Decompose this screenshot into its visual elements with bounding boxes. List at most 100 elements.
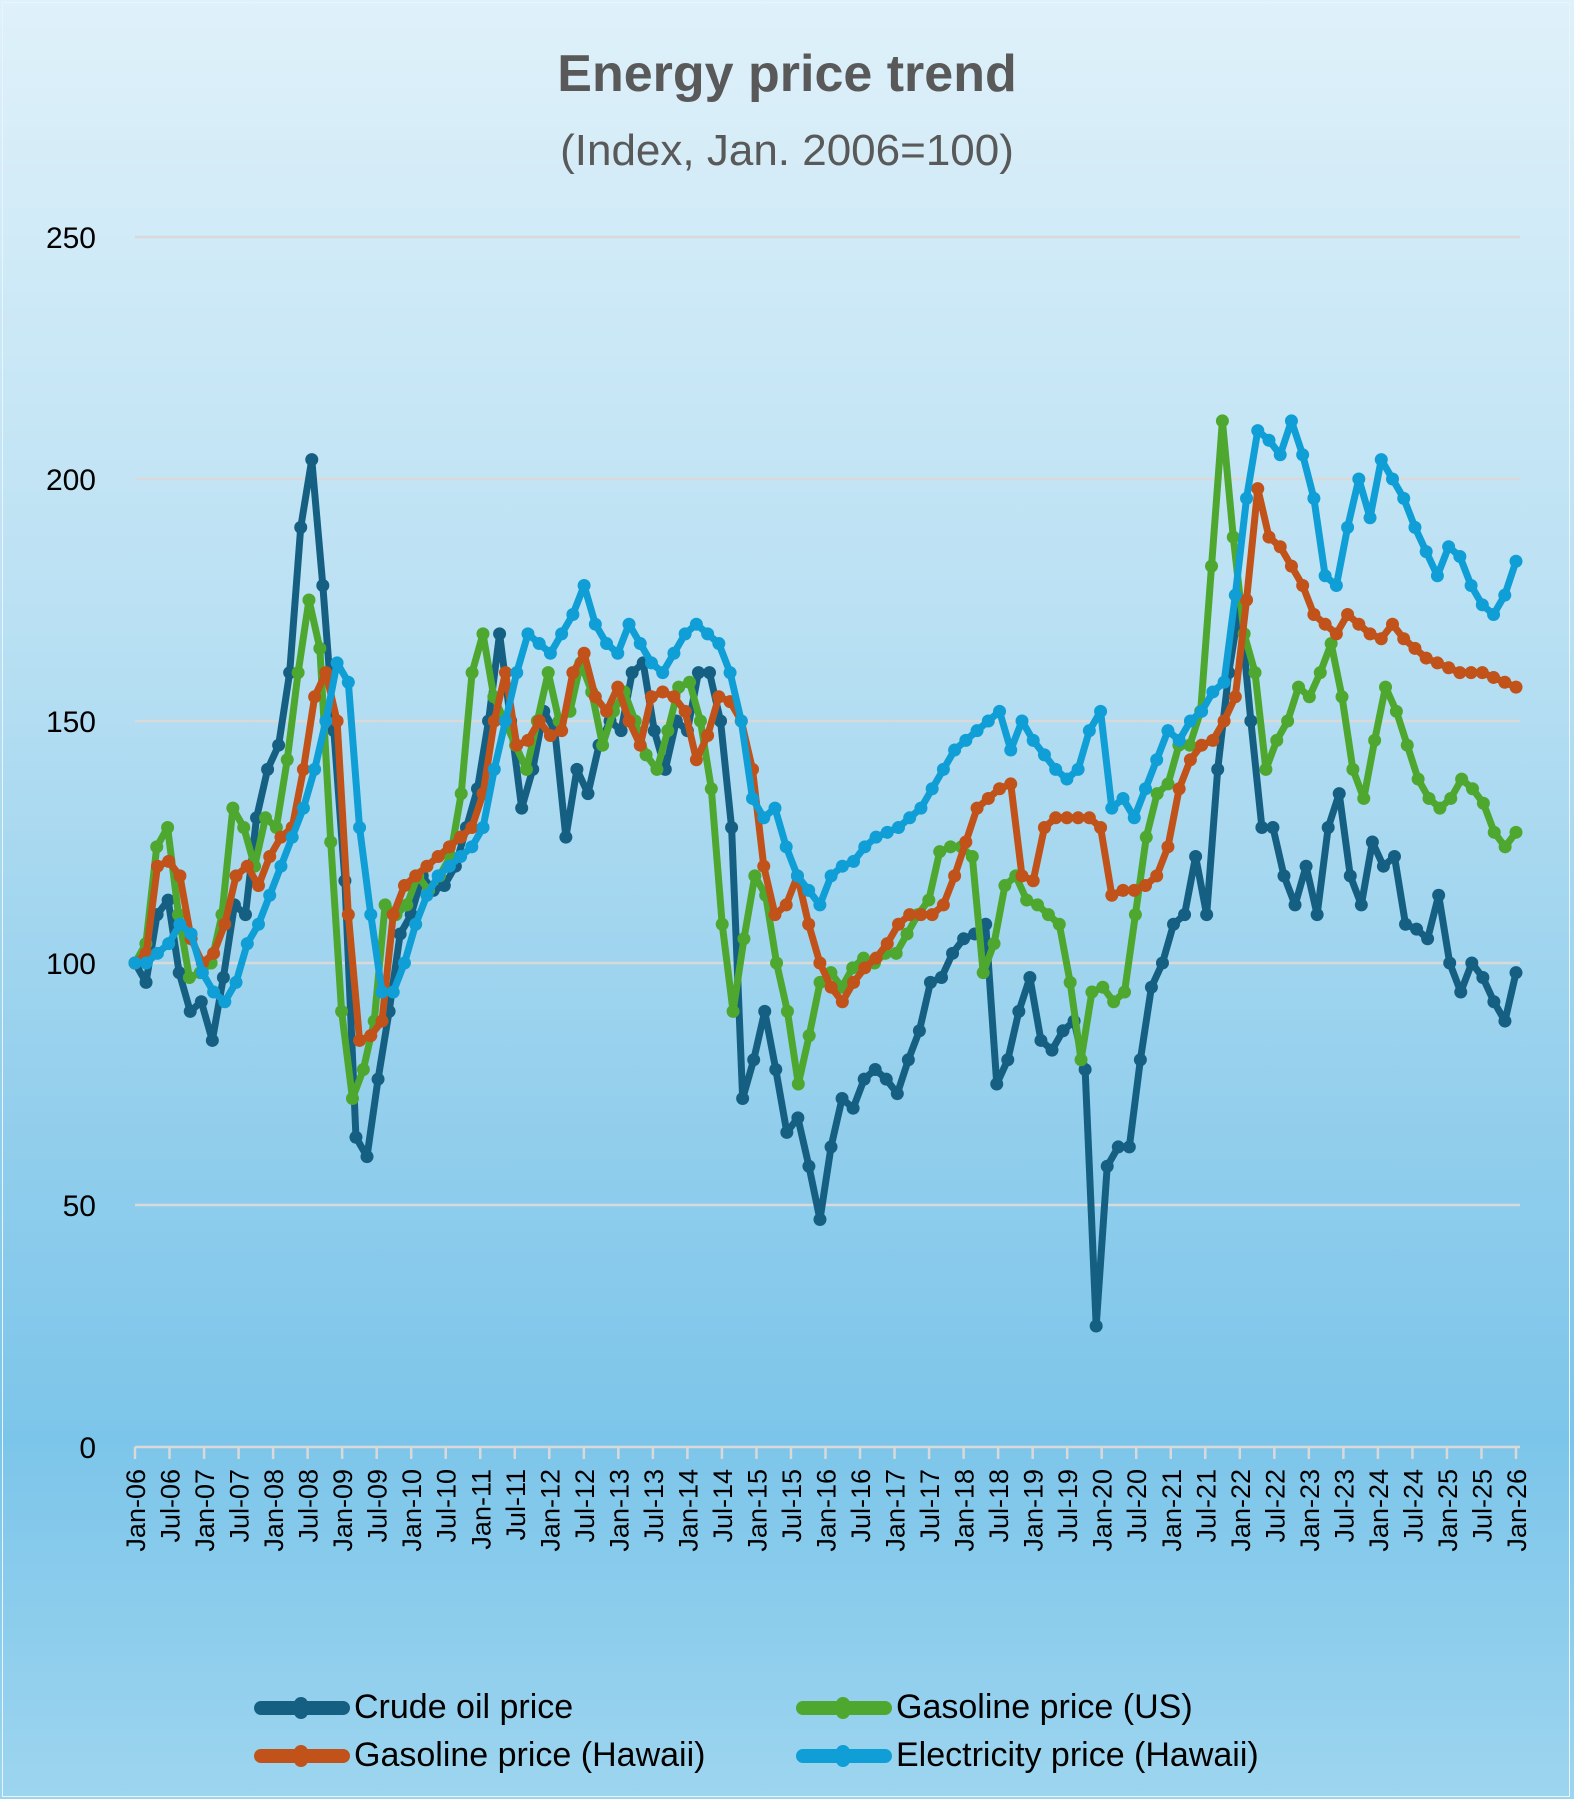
data-point bbox=[1430, 569, 1444, 583]
data-point bbox=[1464, 666, 1478, 680]
data-point bbox=[543, 646, 557, 660]
data-point bbox=[1498, 588, 1512, 602]
data-point bbox=[431, 850, 445, 864]
data-point bbox=[1270, 733, 1284, 747]
data-point bbox=[1161, 840, 1175, 854]
data-point bbox=[1476, 971, 1490, 985]
data-point bbox=[1432, 888, 1446, 902]
data-point bbox=[1509, 825, 1523, 839]
data-point bbox=[205, 1033, 219, 1047]
data-point bbox=[442, 840, 456, 854]
data-point bbox=[869, 830, 883, 844]
x-tick-label: Jul-23 bbox=[1329, 1469, 1359, 1543]
data-point bbox=[1127, 811, 1141, 825]
data-point bbox=[386, 908, 400, 922]
data-point bbox=[570, 762, 584, 776]
data-point bbox=[139, 975, 153, 989]
data-point bbox=[1094, 704, 1108, 718]
data-point bbox=[465, 820, 479, 834]
data-point bbox=[672, 680, 686, 694]
data-point bbox=[1049, 811, 1063, 825]
data-point bbox=[541, 666, 555, 680]
data-point bbox=[364, 908, 378, 922]
data-point bbox=[353, 1033, 367, 1047]
data-point bbox=[1127, 883, 1141, 897]
chart-subtitle: (Index, Jan. 2006=100) bbox=[560, 126, 1014, 175]
data-point bbox=[1026, 874, 1040, 888]
series-line bbox=[131, 417, 1520, 1006]
data-point bbox=[639, 748, 653, 762]
legend-item-gasoline-us: Gasoline price (US) bbox=[796, 1688, 1193, 1727]
data-point bbox=[1430, 656, 1444, 670]
data-point bbox=[880, 937, 894, 951]
data-point bbox=[959, 733, 973, 747]
data-point bbox=[261, 762, 275, 776]
data-point bbox=[1200, 908, 1214, 922]
data-point bbox=[901, 1053, 915, 1067]
data-point bbox=[1321, 820, 1335, 834]
data-point bbox=[737, 932, 751, 946]
data-point bbox=[757, 811, 771, 825]
data-point bbox=[770, 956, 784, 970]
data-point bbox=[1052, 917, 1066, 931]
data-point bbox=[1205, 559, 1219, 573]
data-point bbox=[1397, 632, 1411, 646]
data-point bbox=[431, 869, 445, 883]
data-point bbox=[1094, 820, 1108, 834]
data-point bbox=[768, 908, 782, 922]
data-point bbox=[824, 980, 838, 994]
data-point bbox=[218, 995, 232, 1009]
data-point bbox=[161, 820, 175, 834]
data-point bbox=[1183, 753, 1197, 767]
data-point bbox=[622, 617, 636, 631]
data-point bbox=[341, 908, 355, 922]
data-point bbox=[824, 869, 838, 883]
x-tick-label: Jul-13 bbox=[639, 1469, 669, 1543]
x-tick-label: Jul-12 bbox=[570, 1469, 600, 1543]
data-point bbox=[1444, 791, 1458, 805]
data-point bbox=[1056, 1024, 1070, 1038]
data-point bbox=[285, 830, 299, 844]
data-point bbox=[1004, 777, 1018, 791]
data-point bbox=[912, 1024, 926, 1038]
data-point bbox=[532, 637, 546, 651]
data-point bbox=[1026, 733, 1040, 747]
data-point bbox=[936, 898, 950, 912]
data-point bbox=[802, 1029, 816, 1043]
data-point bbox=[1466, 782, 1480, 796]
data-point bbox=[813, 956, 827, 970]
data-point bbox=[1343, 869, 1357, 883]
data-point bbox=[1408, 520, 1422, 534]
y-tick-label: 250 bbox=[46, 222, 96, 255]
data-point bbox=[1509, 554, 1523, 568]
data-point bbox=[360, 1150, 374, 1164]
legend-item-gasoline-hawaii: Gasoline price (Hawaii) bbox=[254, 1736, 705, 1775]
data-point bbox=[1288, 898, 1302, 912]
data-point bbox=[935, 971, 949, 985]
data-point bbox=[183, 1004, 197, 1018]
data-point bbox=[1226, 530, 1240, 544]
data-point bbox=[791, 1077, 805, 1091]
data-point bbox=[768, 801, 782, 815]
y-tick-label: 50 bbox=[63, 1190, 96, 1223]
data-point bbox=[1346, 762, 1360, 776]
data-point bbox=[779, 840, 793, 854]
data-point bbox=[747, 1053, 761, 1067]
data-point bbox=[559, 830, 573, 844]
data-point bbox=[308, 762, 322, 776]
series-gasoline-price-hawaii bbox=[128, 482, 1523, 1047]
legend-swatch bbox=[796, 1744, 892, 1767]
data-point bbox=[981, 791, 995, 805]
data-point bbox=[1387, 850, 1401, 864]
data-point bbox=[1433, 801, 1447, 815]
data-point bbox=[1365, 835, 1379, 849]
data-point bbox=[981, 714, 995, 728]
y-axis: 0 50 100 150 200 250 bbox=[46, 222, 96, 1465]
data-point bbox=[345, 1092, 359, 1106]
data-point bbox=[1442, 540, 1456, 554]
data-point bbox=[1215, 414, 1229, 428]
data-point bbox=[1453, 666, 1467, 680]
data-point bbox=[316, 578, 330, 592]
x-axis: Jan-06 Jul-06 Jan-07 Jul-07 Jan-08 Jul-08 Jan-… bbox=[121, 1445, 1532, 1552]
data-point bbox=[1206, 685, 1220, 699]
